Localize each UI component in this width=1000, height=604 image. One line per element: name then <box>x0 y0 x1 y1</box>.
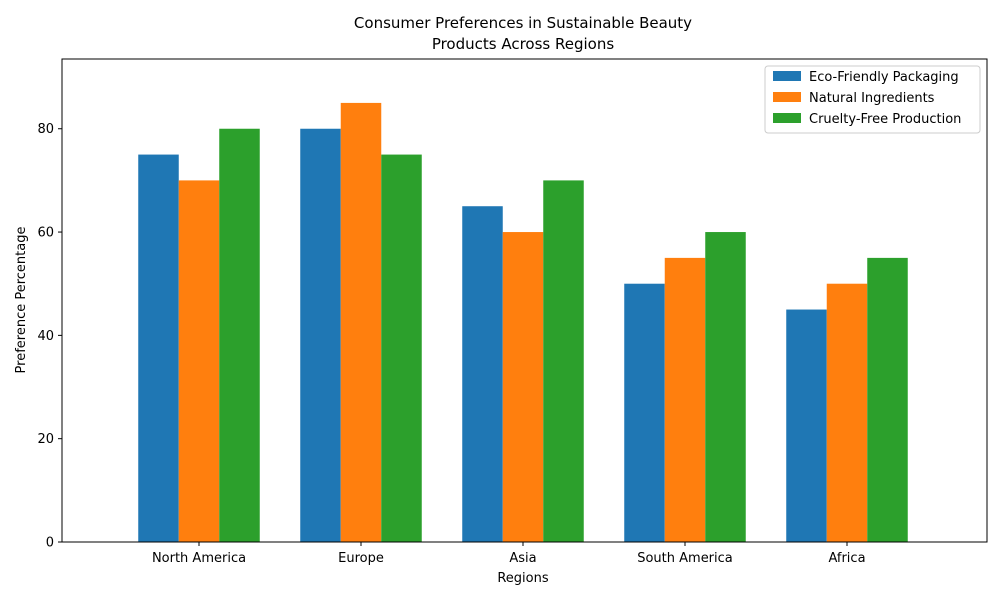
bar-cruelty-0 <box>219 128 260 543</box>
bar-eco-4 <box>786 309 827 542</box>
x-tick-label: Asia <box>509 551 536 566</box>
y-tick-label: 80 <box>37 122 54 137</box>
y-tick-label: 0 <box>46 536 54 551</box>
bar-eco-3 <box>624 283 665 542</box>
bar-eco-1 <box>300 128 341 543</box>
y-tick-label: 40 <box>37 329 54 344</box>
legend-label: Natural Ingredients <box>809 91 935 106</box>
bar-eco-0 <box>138 154 179 542</box>
bar-cruelty-2 <box>543 180 584 542</box>
bar-natural-0 <box>178 180 220 542</box>
x-axis-ticks: North America Europe Asia South America Afri… <box>152 542 866 566</box>
bars-group <box>138 102 908 543</box>
bar-eco-2 <box>462 206 503 542</box>
legend: Eco-Friendly Packaging Natural Ingredient… <box>764 65 981 134</box>
x-axis-label: Regions <box>497 571 549 586</box>
bar-natural-3 <box>664 257 706 542</box>
bar-cruelty-4 <box>867 257 908 542</box>
legend-box <box>764 65 981 134</box>
legend-swatch <box>773 71 801 81</box>
bar-natural-1 <box>340 102 382 542</box>
x-tick-label: Africa <box>828 551 865 566</box>
plot-frame <box>61 58 988 543</box>
y-tick-label: 20 <box>37 432 54 447</box>
x-tick-label: Europe <box>338 551 384 566</box>
legend-label: Eco-Friendly Packaging <box>809 70 959 85</box>
y-axis-ticks: 0 20 40 60 80 <box>37 122 62 551</box>
chart-title: Consumer Preferences in Sustainable Beau… <box>354 14 692 53</box>
chart-title-line-1: Consumer Preferences in Sustainable Beau… <box>354 14 692 32</box>
bar-cruelty-1 <box>381 154 422 542</box>
bar-cruelty-3 <box>705 232 746 543</box>
bar-natural-2 <box>502 232 544 543</box>
y-axis-label: Preference Percentage <box>14 227 29 374</box>
bar-natural-4 <box>826 283 868 542</box>
legend-swatch <box>773 92 801 102</box>
x-tick-label: North America <box>152 551 246 566</box>
legend-swatch <box>773 113 801 123</box>
x-tick-label: South America <box>637 551 733 566</box>
legend-label: Cruelty-Free Production <box>809 112 961 127</box>
chart-title-line-2: Products Across Regions <box>432 35 615 53</box>
y-tick-label: 60 <box>37 226 54 241</box>
